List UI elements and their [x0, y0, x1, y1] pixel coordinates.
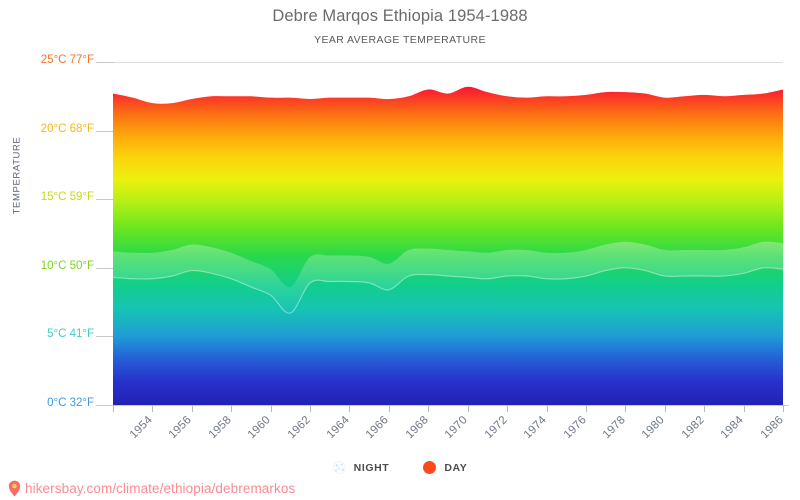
x-axis-tick-label: 1964	[324, 414, 352, 442]
chart-legend: NIGHT DAY	[0, 461, 800, 474]
y-tick-mark	[96, 268, 114, 269]
x-tick-mark	[310, 405, 311, 412]
source-url-text: hikersbay.com/climate/ethiopia/debremark…	[25, 481, 296, 496]
legend-item-night[interactable]: NIGHT	[332, 461, 390, 474]
y-axis-tick-label: 20°C 68°F	[40, 122, 94, 135]
x-tick-mark	[783, 405, 784, 412]
x-tick-mark	[704, 405, 705, 412]
chart-subtitle: YEAR AVERAGE TEMPERATURE	[314, 34, 486, 46]
x-tick-mark	[586, 405, 587, 412]
x-tick-mark	[547, 405, 548, 412]
y-gridline	[113, 62, 783, 63]
x-tick-mark	[468, 405, 469, 412]
y-tick-mark	[96, 336, 114, 337]
x-tick-mark	[507, 405, 508, 412]
x-tick-mark	[744, 405, 745, 412]
legend-item-day[interactable]: DAY	[423, 461, 467, 474]
x-axis-tick-label: 1970	[443, 414, 471, 442]
x-axis-tick-label: 1972	[482, 414, 510, 442]
x-tick-mark	[625, 405, 626, 412]
y-axis-tick-label: 5°C 41°F	[47, 328, 94, 341]
plot-area	[113, 62, 783, 405]
day-filled-circle-icon	[423, 461, 437, 474]
temperature-area-chart	[113, 86, 783, 405]
x-axis-tick-label: 1978	[600, 414, 628, 442]
y-axis-tick-label: 15°C 59°F	[40, 191, 94, 204]
y-axis-title: TEMPERATURE	[11, 136, 23, 215]
x-tick-mark	[428, 405, 429, 412]
x-axis-tick-label: 1974	[521, 414, 549, 442]
night-temperature-line	[113, 267, 783, 314]
x-axis-tick-label: 1962	[285, 414, 313, 442]
y-axis-tick-label: 25°C 77°F	[40, 54, 94, 66]
day-temperature-area	[113, 86, 783, 405]
x-tick-mark	[271, 405, 272, 412]
night-dotted-circle-icon	[332, 461, 346, 474]
source-watermark[interactable]: hikersbay.com/climate/ethiopia/debremark…	[8, 480, 295, 497]
x-axis-tick-label: 1986	[758, 414, 786, 442]
x-tick-mark	[113, 405, 114, 412]
map-pin-icon	[8, 480, 21, 497]
x-tick-mark	[389, 405, 390, 412]
night-temperature-boundary	[113, 241, 783, 314]
x-axis-tick-label: 1958	[206, 414, 234, 442]
x-axis-tick-label: 1960	[245, 414, 274, 442]
x-axis-tick-label: 1956	[167, 414, 195, 442]
y-axis-tick-label: 10°C 50°F	[40, 259, 94, 272]
x-axis-tick-label: 1984	[718, 414, 747, 442]
x-tick-mark	[665, 405, 666, 412]
x-tick-mark	[192, 405, 193, 412]
legend-label-day: DAY	[444, 461, 468, 474]
x-axis-line	[96, 405, 789, 406]
page-title: Debre Marqos Ethiopia 1954-1988	[272, 7, 528, 25]
x-tick-mark	[152, 405, 153, 412]
y-axis-tick-label: 0°C 32°F	[47, 397, 94, 409]
x-tick-mark	[349, 405, 350, 412]
y-tick-mark	[96, 131, 114, 132]
y-tick-mark	[96, 62, 114, 63]
x-axis-tick-label: 1976	[561, 414, 589, 442]
legend-label-night: NIGHT	[353, 461, 390, 474]
x-axis-tick-label: 1980	[640, 414, 668, 442]
x-axis-tick-label: 1966	[364, 414, 392, 442]
y-tick-mark	[96, 199, 114, 200]
x-tick-mark	[231, 405, 232, 412]
x-axis-tick-label: 1982	[679, 414, 707, 442]
x-axis-tick-label: 1968	[403, 414, 431, 442]
x-axis-tick-label: 1954	[127, 414, 155, 442]
